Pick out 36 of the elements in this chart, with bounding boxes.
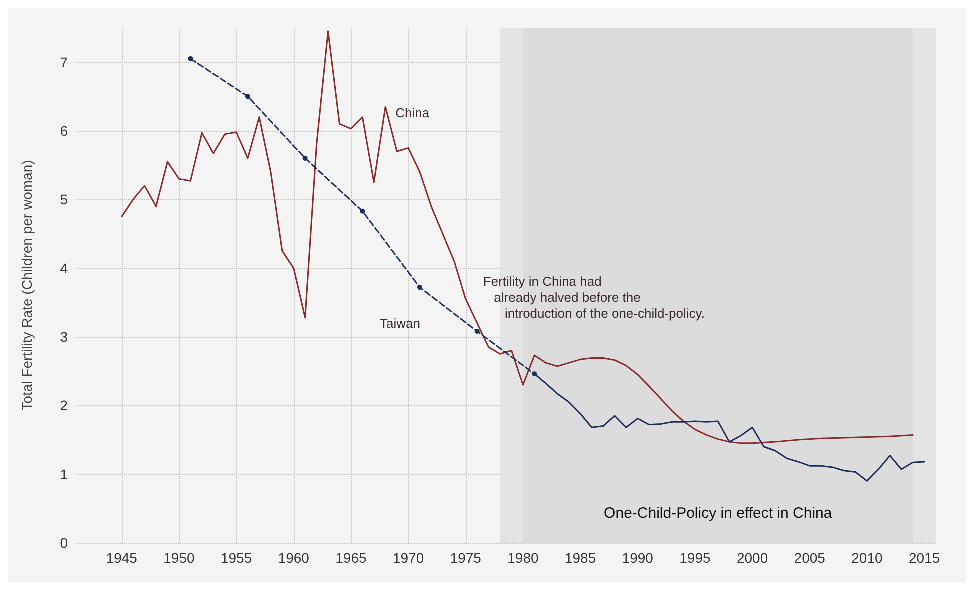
x-tick-label: 1985	[564, 550, 596, 566]
x-tick-label: 2010	[852, 550, 883, 566]
point	[532, 372, 538, 377]
y-tick-label: 3	[60, 329, 68, 345]
point	[246, 94, 250, 100]
y-tick-label: 6	[60, 123, 68, 139]
point	[474, 329, 480, 334]
y-tick-label: 1	[60, 466, 68, 482]
band-label: One-Child-Policy in effect in China	[604, 505, 833, 522]
x-tick-label: 1945	[106, 550, 138, 566]
y-tick-label: 4	[60, 260, 68, 276]
x-tick-label: 1955	[220, 550, 252, 566]
point	[418, 285, 422, 290]
x-tick-label: 2005	[794, 550, 826, 566]
x-tick-label: 1965	[336, 550, 367, 566]
x-tick-label: 1960	[278, 550, 310, 566]
x-tick-label: 1975	[450, 550, 482, 566]
annotation: Fertility in China had already halved before the introduction of the one-child-policy.	[483, 274, 705, 321]
x-tick-label: 2000	[736, 550, 768, 566]
y-tick-label: 2	[60, 398, 68, 414]
x-tick-label: 1970	[392, 550, 424, 566]
x-tick-label: 1995	[680, 550, 711, 566]
annotation: Taiwan	[380, 316, 420, 332]
x-tick-label: 2015	[908, 550, 940, 566]
y-axis-title: Total Fertility Rate (Children per woman)	[19, 160, 35, 411]
x-tick-label: 1950	[164, 550, 195, 566]
line-series	[121, 30, 914, 444]
x-tick-label: 1980	[508, 550, 539, 566]
y-tick-label: 5	[60, 192, 68, 208]
point	[360, 208, 366, 214]
annotation: China	[396, 105, 430, 120]
point	[188, 56, 194, 62]
y-tick-label: 0	[60, 535, 68, 551]
y-tick-label: 7	[60, 54, 68, 70]
point	[302, 156, 308, 161]
x-tick-label: 1990	[622, 550, 654, 566]
